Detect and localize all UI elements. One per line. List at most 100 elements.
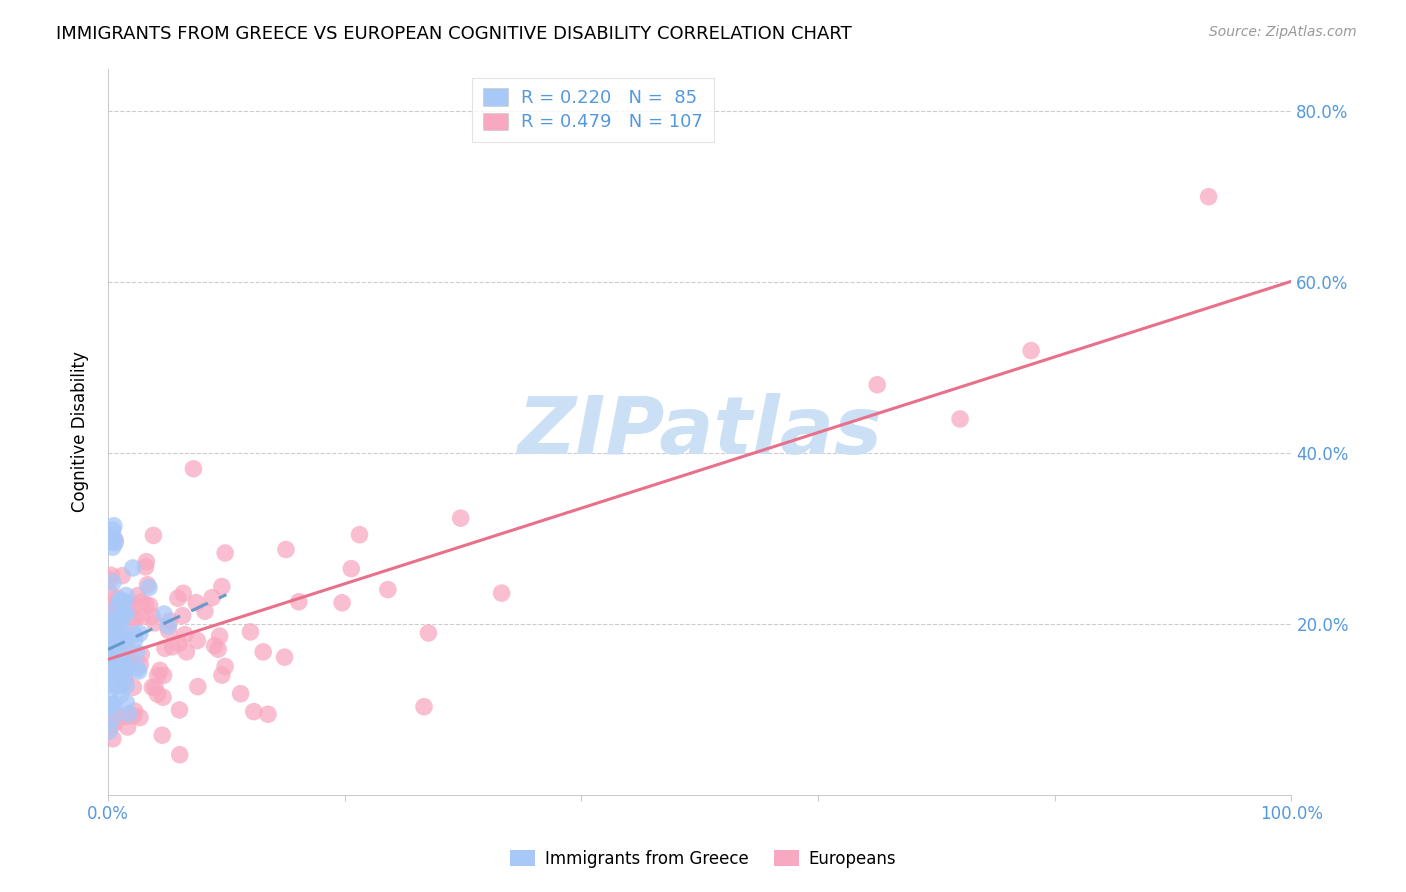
Point	[103, 646, 125, 660]
Point	[110, 688, 132, 702]
Point	[103, 665, 125, 679]
Point	[98, 603, 121, 617]
Point	[103, 653, 125, 667]
Point	[1198, 190, 1220, 204]
Point	[111, 633, 134, 648]
Point	[110, 640, 132, 654]
Point	[100, 647, 122, 661]
Point	[98, 585, 121, 599]
Point	[112, 670, 135, 684]
Point	[134, 560, 156, 574]
Point	[104, 636, 127, 650]
Point	[124, 611, 146, 625]
Point	[100, 527, 122, 541]
Point	[98, 724, 121, 739]
Point	[330, 596, 353, 610]
Point	[115, 598, 138, 612]
Point	[100, 677, 122, 691]
Point	[1019, 343, 1042, 358]
Legend: Immigrants from Greece, Europeans: Immigrants from Greece, Europeans	[503, 844, 903, 875]
Point	[115, 661, 138, 675]
Point	[103, 665, 125, 679]
Point	[150, 728, 173, 742]
Point	[128, 664, 150, 678]
Point	[101, 575, 124, 590]
Point	[104, 658, 127, 673]
Point	[257, 707, 280, 722]
Point	[104, 533, 127, 548]
Point	[186, 633, 208, 648]
Point	[169, 747, 191, 762]
Point	[349, 527, 371, 541]
Point	[491, 586, 513, 600]
Text: Source: ZipAtlas.com: Source: ZipAtlas.com	[1209, 25, 1357, 39]
Point	[184, 596, 207, 610]
Point	[103, 698, 125, 712]
Point	[105, 591, 128, 605]
Point	[127, 589, 149, 603]
Point	[98, 698, 121, 713]
Point	[129, 657, 152, 672]
Point	[173, 628, 195, 642]
Point	[172, 608, 194, 623]
Point	[100, 634, 122, 648]
Point	[208, 629, 231, 643]
Point	[107, 642, 129, 657]
Point	[122, 680, 145, 694]
Point	[110, 656, 132, 670]
Point	[167, 591, 190, 606]
Point	[107, 615, 129, 629]
Point	[187, 680, 209, 694]
Point	[949, 412, 972, 426]
Point	[125, 646, 148, 660]
Point	[104, 602, 127, 616]
Point	[117, 656, 139, 670]
Point	[98, 605, 121, 619]
Point	[153, 641, 176, 656]
Point	[101, 602, 124, 616]
Point	[118, 598, 141, 612]
Point	[100, 568, 122, 582]
Point	[135, 555, 157, 569]
Point	[104, 674, 127, 689]
Point	[112, 607, 135, 622]
Point	[143, 681, 166, 695]
Point	[111, 710, 134, 724]
Point	[101, 653, 124, 667]
Point	[103, 518, 125, 533]
Text: ZIPatlas: ZIPatlas	[517, 392, 882, 471]
Point	[274, 542, 297, 557]
Point	[105, 641, 128, 656]
Point	[121, 561, 143, 575]
Point	[101, 523, 124, 537]
Point	[252, 645, 274, 659]
Point	[122, 627, 145, 641]
Point	[122, 708, 145, 723]
Point	[124, 704, 146, 718]
Point	[115, 709, 138, 723]
Point	[153, 607, 176, 621]
Point	[129, 710, 152, 724]
Point	[183, 462, 205, 476]
Point	[214, 659, 236, 673]
Point	[110, 616, 132, 631]
Point	[105, 677, 128, 691]
Point	[110, 678, 132, 692]
Point	[167, 636, 190, 650]
Point	[128, 626, 150, 640]
Point	[100, 704, 122, 718]
Point	[201, 591, 224, 605]
Point	[105, 647, 128, 661]
Point	[131, 595, 153, 609]
Point	[98, 641, 121, 656]
Point	[111, 568, 134, 582]
Point	[146, 687, 169, 701]
Point	[104, 536, 127, 550]
Point	[101, 540, 124, 554]
Point	[141, 680, 163, 694]
Point	[143, 615, 166, 630]
Point	[120, 656, 142, 670]
Point	[176, 645, 198, 659]
Point	[108, 593, 131, 607]
Point	[104, 663, 127, 677]
